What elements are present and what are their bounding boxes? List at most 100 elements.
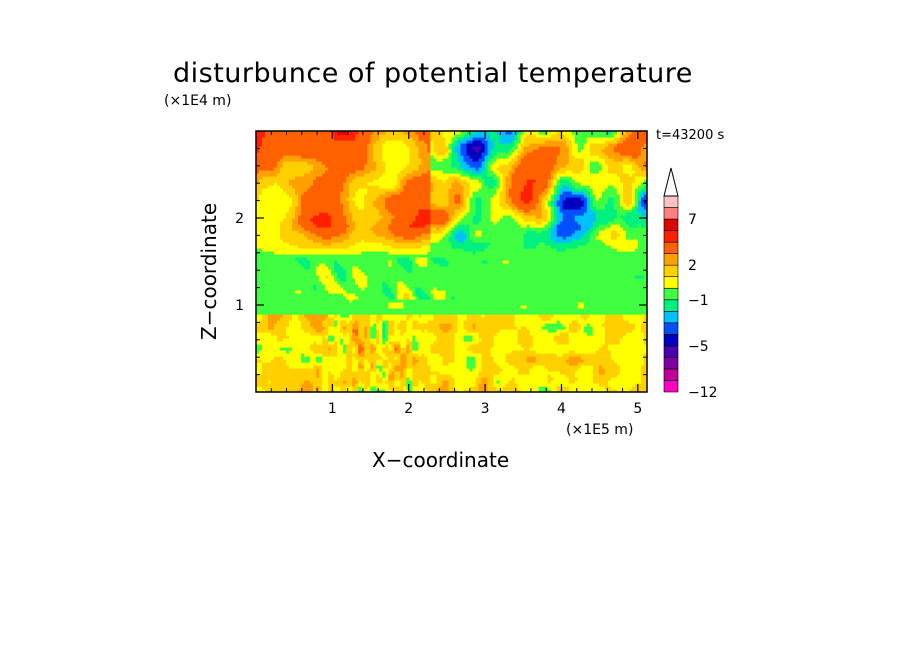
contour-cell <box>373 218 377 222</box>
contour-cell <box>316 251 320 255</box>
contour-cell <box>268 359 272 363</box>
contour-cell <box>379 227 383 231</box>
contour-cell <box>289 332 293 336</box>
contour-cell <box>412 203 417 207</box>
contour-cell <box>340 182 344 186</box>
contour-cell <box>349 167 353 171</box>
contour-cell <box>406 215 410 219</box>
contour-cell <box>337 290 341 294</box>
contour-cell <box>352 341 356 345</box>
contour-cell <box>397 299 401 303</box>
contour-cell <box>403 326 407 330</box>
contour-cell <box>316 287 320 291</box>
contour-cell <box>388 281 392 285</box>
contour-cell <box>268 254 272 258</box>
contour-cell <box>424 365 429 369</box>
contour-cell <box>394 281 398 285</box>
contour-cell <box>406 338 410 342</box>
contour-cell <box>421 146 426 150</box>
contour-cell <box>289 236 293 240</box>
contour-cell <box>409 155 413 159</box>
contour-cell <box>286 260 290 264</box>
contour-cell <box>295 230 299 234</box>
contour-cell <box>373 317 377 321</box>
contour-cell <box>274 227 278 231</box>
contour-cell <box>313 323 317 327</box>
contour-cell <box>322 179 326 183</box>
contour-cell <box>271 284 275 288</box>
contour-cell <box>412 332 417 336</box>
contour-cell <box>340 173 344 177</box>
contour-cell <box>343 134 347 138</box>
contour-cell <box>367 233 371 237</box>
contour-cell <box>295 191 299 195</box>
contour-cell <box>424 332 429 336</box>
contour-cell <box>334 194 338 198</box>
contour-cell <box>328 242 332 246</box>
contour-cell <box>262 377 266 381</box>
contour-cell <box>406 194 410 198</box>
contour-cell <box>283 149 287 153</box>
contour-cell <box>361 239 365 243</box>
contour-cell <box>277 335 281 339</box>
contour-cell <box>319 236 323 240</box>
contour-cell <box>289 194 293 198</box>
contour-cell <box>373 227 377 231</box>
contour-cell <box>313 386 317 390</box>
contour-cell <box>388 230 392 234</box>
contour-cell <box>361 338 365 342</box>
contour-cell <box>256 173 260 177</box>
contour-cell <box>403 323 407 327</box>
contour-cell <box>379 260 383 264</box>
contour-cell <box>277 347 281 351</box>
contour-cell <box>265 137 269 141</box>
contour-cell <box>403 152 407 156</box>
contour-cell <box>385 314 389 318</box>
contour-cell <box>337 254 341 258</box>
contour-cell <box>313 347 317 351</box>
contour-cell <box>331 158 335 162</box>
contour-cell <box>322 353 326 357</box>
contour-cell <box>364 329 368 333</box>
contour-cell <box>256 140 260 144</box>
contour-cell <box>289 131 293 135</box>
contour-cell <box>394 194 398 198</box>
contour-cell <box>262 230 266 234</box>
contour-cell <box>310 344 314 348</box>
contour-cell <box>421 362 426 366</box>
contour-cell <box>349 239 353 243</box>
contour-cell <box>304 131 308 135</box>
contour-cell <box>334 305 338 309</box>
contour-cell <box>406 161 410 165</box>
contour-cell <box>394 161 398 165</box>
contour-cell <box>268 296 272 300</box>
contour-cell <box>400 275 404 279</box>
contour-cell <box>301 320 305 324</box>
contour-cell <box>298 131 302 135</box>
contour-cell <box>322 137 326 141</box>
contour-cell <box>370 239 374 243</box>
contour-cell <box>277 287 281 291</box>
contour-cell <box>262 329 266 333</box>
contour-cell <box>331 149 335 153</box>
contour-cell <box>400 269 404 273</box>
contour-cell <box>355 365 359 369</box>
contour-cell <box>286 179 290 183</box>
contour-cell <box>292 362 296 366</box>
contour-cell <box>373 224 377 228</box>
contour-cell <box>301 146 305 150</box>
contour-cell <box>295 179 299 183</box>
contour-cell <box>295 236 299 240</box>
contour-cell <box>304 242 308 246</box>
contour-cell <box>259 200 263 204</box>
contour-cell <box>271 377 275 381</box>
contour-cell <box>415 179 420 183</box>
contour-cell <box>400 374 404 378</box>
contour-cell <box>328 200 332 204</box>
contour-cell <box>391 197 395 201</box>
contour-cell <box>280 293 284 297</box>
contour-cell <box>346 365 350 369</box>
contour-cell <box>418 335 423 339</box>
contour-cell <box>346 140 350 144</box>
contour-cell <box>340 296 344 300</box>
